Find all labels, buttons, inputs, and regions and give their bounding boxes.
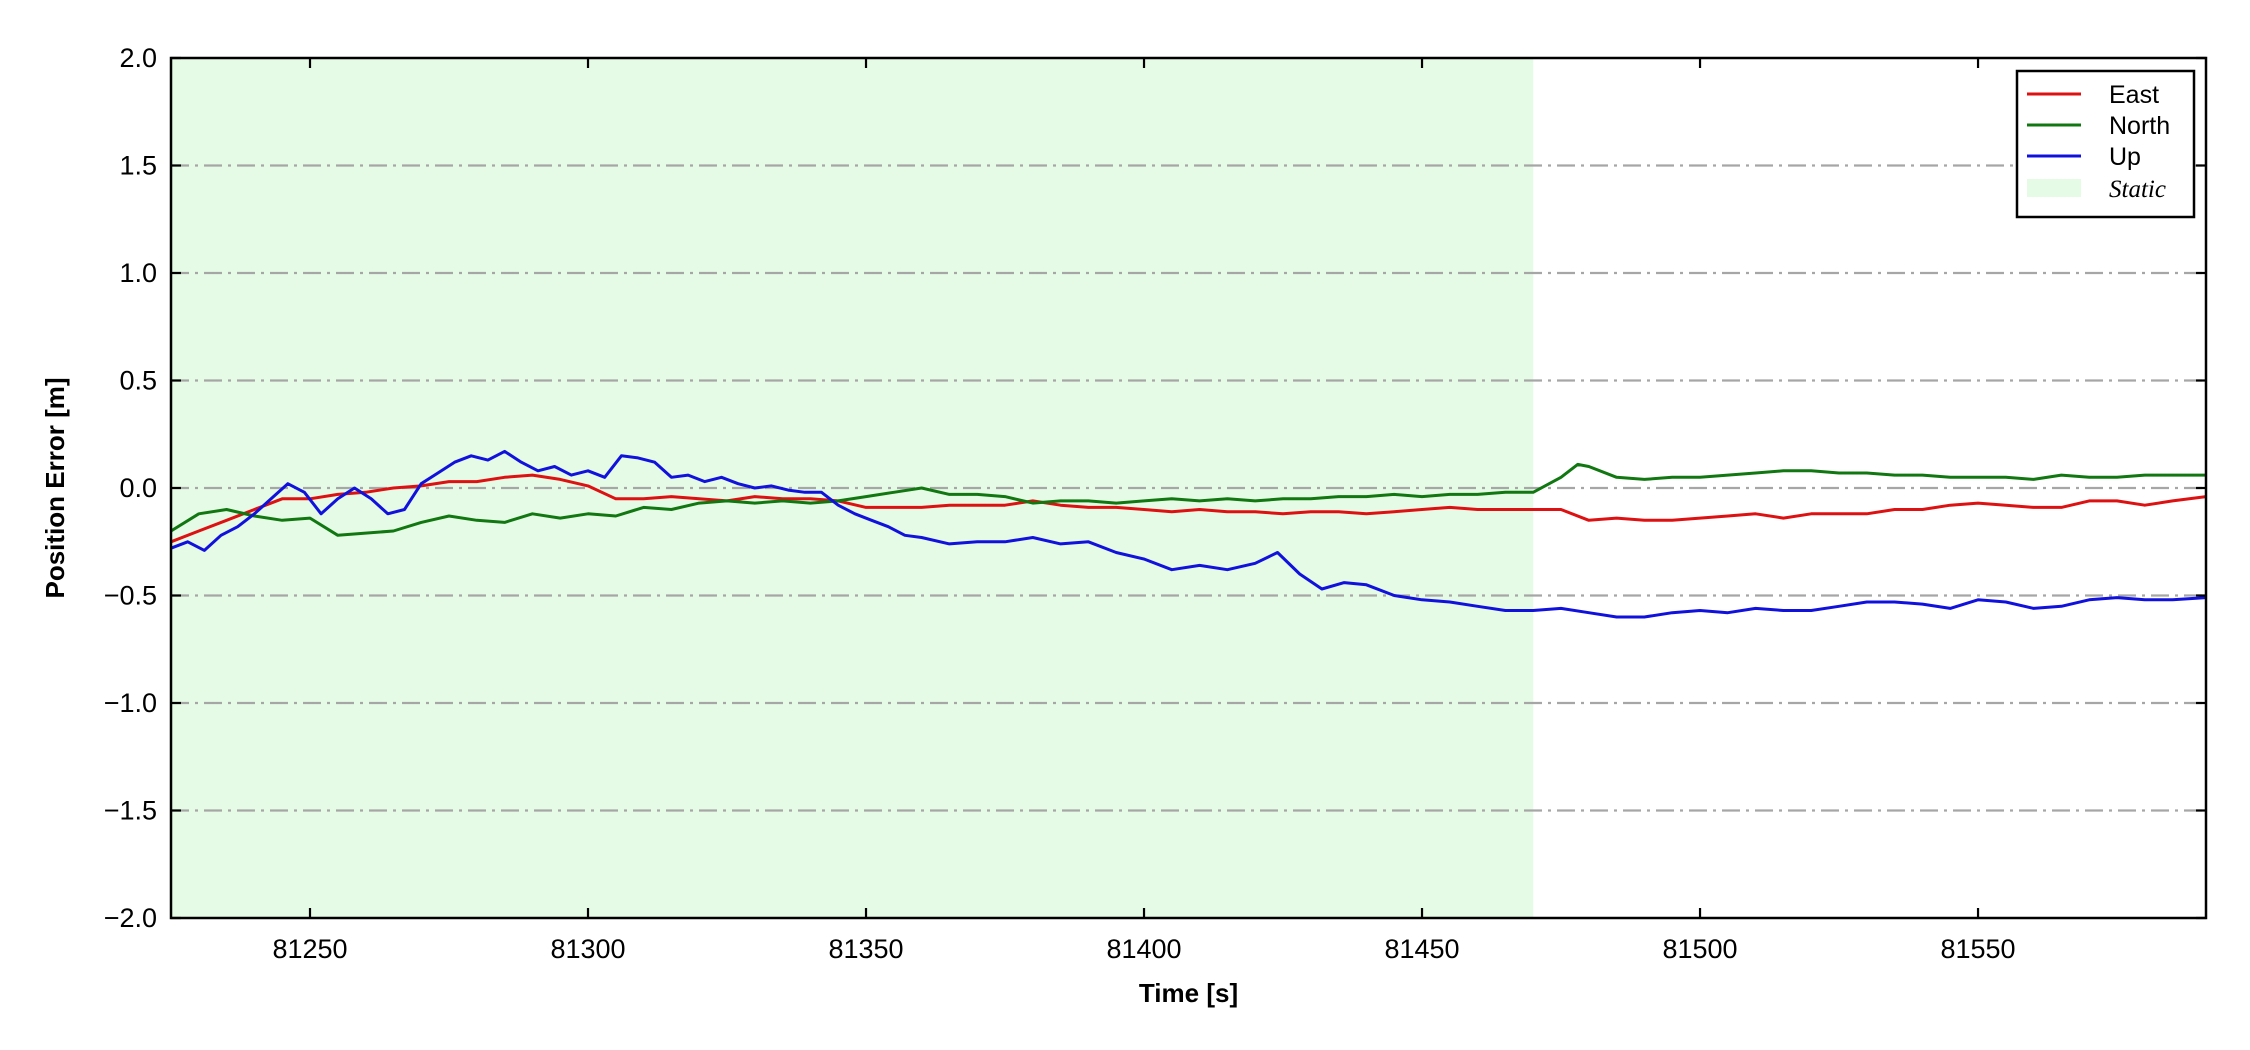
x-tick-label: 81450 (1384, 934, 1459, 964)
axis-ticks: 81250 81300 81350 81400 81450 81500 81550 −2.0 −… (104, 43, 2206, 964)
x-tick-label: 81350 (828, 934, 903, 964)
series-line-east (170, 473, 2207, 544)
legend-label-up: Up (2109, 143, 2141, 171)
y-tick-label: 1.5 (119, 151, 157, 181)
y-tick-label: −2.0 (104, 903, 157, 933)
y-tick-label: 0.5 (119, 366, 157, 396)
y-tick-label: 1.0 (119, 258, 157, 288)
series-line-up (170, 449, 2207, 619)
series-layer (170, 449, 2207, 619)
y-tick-label: −1.0 (104, 688, 157, 718)
legend-swatch-static (2027, 179, 2081, 197)
x-tick-label: 81500 (1662, 934, 1737, 964)
y-axis-label: Position Error [m] (40, 377, 70, 598)
grid-lines (171, 164, 2206, 812)
x-axis-label: Time [s] (1139, 978, 1238, 1008)
y-tick-label: 2.0 (119, 43, 157, 73)
legend: East North Up Static (2015, 69, 2196, 219)
x-tick-label: 81300 (550, 934, 625, 964)
x-tick-label: 81550 (1940, 934, 2015, 964)
y-tick-label: −0.5 (104, 581, 157, 611)
legend-label-north: North (2109, 112, 2170, 140)
legend-label-static: Static (2109, 176, 2166, 203)
x-tick-label: 81400 (1106, 934, 1181, 964)
legend-label-east: East (2109, 81, 2159, 109)
y-tick-label: 0.0 (119, 473, 157, 503)
y-tick-label: −1.5 (104, 796, 157, 826)
x-tick-label: 81250 (272, 934, 347, 964)
series-line-north (170, 462, 2206, 537)
